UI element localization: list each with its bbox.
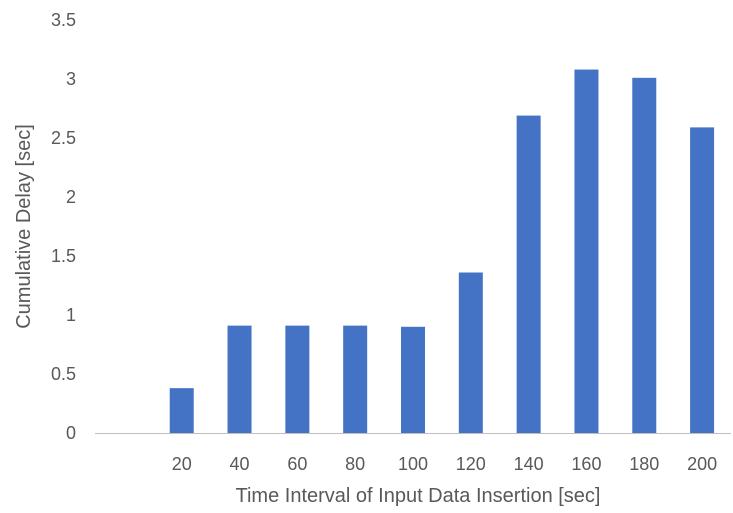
- x-tick-label: 200: [687, 454, 717, 474]
- bar-100: [401, 326, 425, 433]
- y-tick-label: 3.5: [51, 10, 76, 30]
- y-tick-label: 0: [66, 423, 76, 443]
- bar-40: [227, 325, 252, 433]
- x-tick-label: 20: [172, 454, 192, 474]
- bar-20: [169, 388, 194, 433]
- bar-80: [343, 325, 368, 433]
- bar-60: [285, 325, 310, 433]
- x-tick-label: 40: [230, 454, 250, 474]
- x-tick-label: 80: [345, 454, 365, 474]
- bar-160: [574, 69, 599, 433]
- x-axis-title: Time Interval of Input Data Insertion [s…: [236, 485, 601, 507]
- x-tick-label: 120: [456, 454, 486, 474]
- y-axis-title: Cumulative Delay [sec]: [13, 124, 35, 329]
- bar-200: [690, 127, 715, 433]
- bar-140: [516, 115, 541, 433]
- x-tick-label: 100: [398, 454, 428, 474]
- y-tick-label: 1.5: [51, 246, 76, 266]
- y-tick-label: 2.5: [51, 128, 76, 148]
- y-tick-label: 2: [66, 187, 76, 207]
- y-tick-label: 3: [66, 69, 76, 89]
- x-axis-ticks: 20 40 60 80 100 120 140 160 180 200: [172, 454, 717, 474]
- y-axis-ticks: 0 0.5 1 1.5 2 2.5 3 3.5: [51, 10, 76, 443]
- bar-120: [458, 272, 483, 433]
- x-tick-label: 140: [514, 454, 544, 474]
- bars: [169, 69, 715, 433]
- bar-180: [632, 77, 657, 433]
- y-tick-label: 0.5: [51, 364, 76, 384]
- x-tick-label: 160: [571, 454, 601, 474]
- y-tick-label: 1: [66, 305, 76, 325]
- x-tick-label: 180: [629, 454, 659, 474]
- x-tick-label: 60: [287, 454, 307, 474]
